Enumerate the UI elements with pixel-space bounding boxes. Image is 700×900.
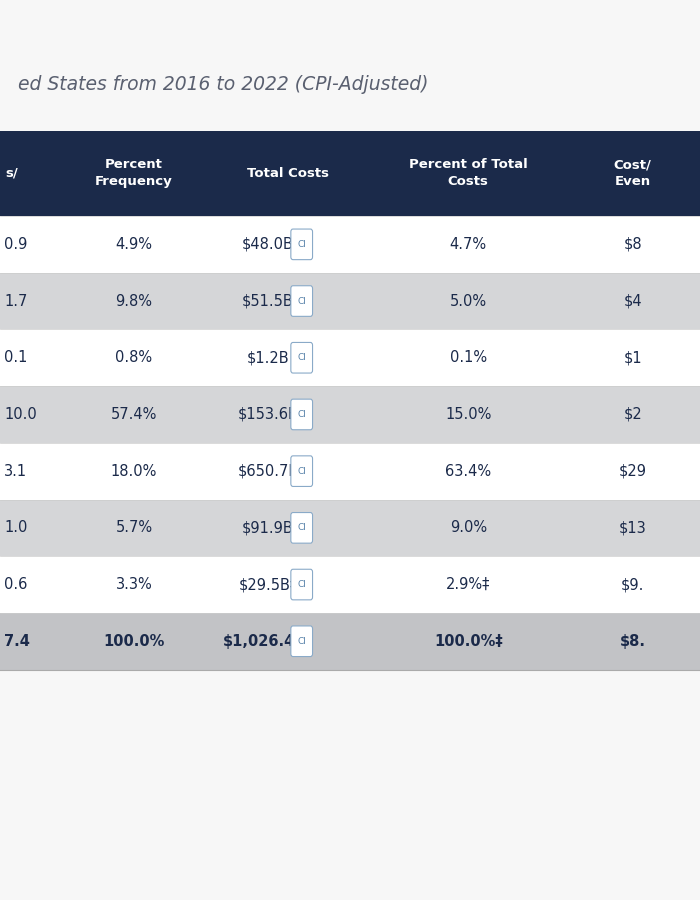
Text: $8.: $8. xyxy=(620,634,646,649)
Text: Percent of Total
Costs: Percent of Total Costs xyxy=(409,158,528,188)
Text: $48.0B: $48.0B xyxy=(242,237,294,252)
Text: CI: CI xyxy=(298,354,306,363)
Text: 18.0%: 18.0% xyxy=(111,464,158,479)
Text: 100.0%: 100.0% xyxy=(104,634,164,649)
Text: 10.0: 10.0 xyxy=(4,407,37,422)
Text: 9.8%: 9.8% xyxy=(116,293,153,309)
Text: 100.0%‡: 100.0%‡ xyxy=(434,634,503,649)
Text: 4.9%: 4.9% xyxy=(116,237,153,252)
Text: 0.1%: 0.1% xyxy=(449,350,486,365)
Text: 0.1: 0.1 xyxy=(4,350,27,365)
Text: CI: CI xyxy=(298,466,306,475)
Text: s/: s/ xyxy=(6,166,18,180)
Text: ed States from 2016 to 2022 (CPI-Adjusted): ed States from 2016 to 2022 (CPI-Adjuste… xyxy=(18,76,428,94)
Text: Total Costs: Total Costs xyxy=(246,166,329,180)
Text: Percent
Frequency: Percent Frequency xyxy=(95,158,173,188)
Text: Cost/
Even: Cost/ Even xyxy=(614,158,652,188)
Text: 0.8%: 0.8% xyxy=(116,350,153,365)
Text: CI: CI xyxy=(298,410,306,419)
Text: $1,026.4B‡: $1,026.4B‡ xyxy=(223,634,314,649)
Text: 9.0%: 9.0% xyxy=(449,520,486,536)
Text: 1.7: 1.7 xyxy=(4,293,27,309)
Text: CI: CI xyxy=(298,580,306,589)
Text: 7.4: 7.4 xyxy=(4,634,30,649)
Text: $91.9B: $91.9B xyxy=(242,520,294,536)
Text: $2: $2 xyxy=(624,407,642,422)
Text: $9.: $9. xyxy=(621,577,645,592)
Text: 0.6: 0.6 xyxy=(4,577,27,592)
Text: CI: CI xyxy=(298,524,306,533)
Text: $13: $13 xyxy=(619,520,647,536)
Text: 57.4%: 57.4% xyxy=(111,407,158,422)
Text: CI: CI xyxy=(298,240,306,249)
Text: 2.9%‡: 2.9%‡ xyxy=(446,577,491,592)
Text: 3.1: 3.1 xyxy=(4,464,27,479)
Text: 4.7%: 4.7% xyxy=(449,237,486,252)
Text: $29.5B‡: $29.5B‡ xyxy=(239,577,298,592)
Text: $29: $29 xyxy=(619,464,647,479)
Text: $650.7B: $650.7B xyxy=(237,464,299,479)
Text: 5.0%: 5.0% xyxy=(449,293,486,309)
Text: 3.3%: 3.3% xyxy=(116,577,153,592)
Text: $1: $1 xyxy=(624,350,642,365)
Text: $1.2B: $1.2B xyxy=(247,350,289,365)
Text: 15.0%: 15.0% xyxy=(445,407,491,422)
Text: $8: $8 xyxy=(624,237,642,252)
Text: $153.6B: $153.6B xyxy=(238,407,298,422)
Text: CI: CI xyxy=(298,637,306,646)
Text: CI: CI xyxy=(298,297,306,306)
Text: 63.4%: 63.4% xyxy=(445,464,491,479)
Text: 1.0: 1.0 xyxy=(4,520,27,536)
Text: $51.5B: $51.5B xyxy=(242,293,294,309)
Text: $4: $4 xyxy=(624,293,642,309)
Text: 0.9: 0.9 xyxy=(4,237,27,252)
Text: 5.7%: 5.7% xyxy=(116,520,153,536)
